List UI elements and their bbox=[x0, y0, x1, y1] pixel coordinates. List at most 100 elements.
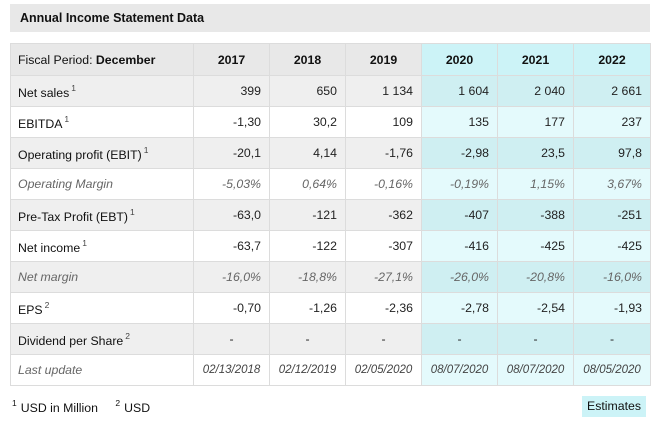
row-label-text: EPS bbox=[18, 302, 43, 317]
row-label-text: Operating Margin bbox=[18, 177, 114, 191]
estimate-cell: 08/07/2020 bbox=[497, 354, 574, 386]
estimate-cell: 08/07/2020 bbox=[421, 354, 498, 386]
value-cell: 4,14 bbox=[269, 137, 346, 169]
estimate-cell: - bbox=[573, 323, 651, 355]
estimates-legend: Estimates bbox=[582, 396, 646, 417]
value-cell: -63,7 bbox=[193, 230, 270, 262]
value-cell: 109 bbox=[345, 106, 422, 138]
estimate-cell: -2,54 bbox=[497, 292, 574, 324]
value-cell: -307 bbox=[345, 230, 422, 262]
value-cell: -1,30 bbox=[193, 106, 270, 138]
value-cell: -0,70 bbox=[193, 292, 270, 324]
estimate-cell: 135 bbox=[421, 106, 498, 138]
footnote-2-text: USD bbox=[124, 401, 151, 415]
year-header: 2018 bbox=[269, 43, 346, 76]
estimate-cell: -2,78 bbox=[421, 292, 498, 324]
estimate-cell: 237 bbox=[573, 106, 651, 138]
row-label-text: EBITDA bbox=[18, 116, 63, 131]
value-cell: 650 bbox=[269, 75, 346, 107]
income-statement-table: Fiscal Period: December 2017 2018 2019 2… bbox=[10, 43, 651, 386]
row-label: Operating Margin bbox=[10, 168, 194, 200]
estimate-cell: 23,5 bbox=[497, 137, 574, 169]
row-label: Dividend per Share 2 bbox=[10, 323, 194, 355]
estimate-cell: -416 bbox=[421, 230, 498, 262]
footnote-1-text: USD in Million bbox=[20, 401, 98, 415]
row-label-text: Net income bbox=[18, 240, 81, 255]
table-row: Operating Margin -5,03% 0,64% -0,16% -0,19% 1… bbox=[10, 168, 651, 200]
estimate-cell: -388 bbox=[497, 199, 574, 231]
value-cell: -2,36 bbox=[345, 292, 422, 324]
estimate-cell: 1,15% bbox=[497, 168, 574, 200]
estimate-cell: 177 bbox=[497, 106, 574, 138]
header-row: Fiscal Period: December 2017 2018 2019 2… bbox=[10, 43, 651, 76]
year-header: 2019 bbox=[345, 43, 422, 76]
estimate-cell: -0,19% bbox=[421, 168, 498, 200]
footnotes: 1 USD in Million 2 USD bbox=[12, 398, 150, 415]
footnote-ref: 1 bbox=[130, 206, 135, 217]
value-cell: -20,1 bbox=[193, 137, 270, 169]
row-label-text: Net margin bbox=[18, 270, 79, 284]
value-cell: 0,64% bbox=[269, 168, 346, 200]
value-cell: -122 bbox=[269, 230, 346, 262]
footnote-ref: 1 bbox=[82, 237, 87, 248]
estimate-cell: -407 bbox=[421, 199, 498, 231]
table-row: Net income 1 -63,7 -122 -307 -416 -425 -425 bbox=[10, 230, 651, 262]
row-label: Last update bbox=[10, 354, 194, 386]
value-cell: 30,2 bbox=[269, 106, 346, 138]
value-cell: - bbox=[193, 323, 270, 355]
year-header-estimate: 2020 bbox=[421, 43, 498, 76]
footnote-ref: 1 bbox=[71, 82, 76, 93]
value-cell: 02/13/2018 bbox=[193, 354, 270, 386]
value-cell: 02/05/2020 bbox=[345, 354, 422, 386]
row-label: EPS 2 bbox=[10, 292, 194, 324]
estimate-cell: 08/05/2020 bbox=[573, 354, 651, 386]
fiscal-period-label: Fiscal Period: bbox=[18, 52, 93, 67]
value-cell: -121 bbox=[269, 199, 346, 231]
estimate-cell: -16,0% bbox=[573, 261, 651, 293]
estimate-cell: 97,8 bbox=[573, 137, 651, 169]
value-cell: -63,0 bbox=[193, 199, 270, 231]
value-cell: 02/12/2019 bbox=[269, 354, 346, 386]
row-label: Net income 1 bbox=[10, 230, 194, 262]
footnote-1-mark: 1 bbox=[12, 398, 17, 408]
row-label: Net margin bbox=[10, 261, 194, 293]
value-cell: - bbox=[345, 323, 422, 355]
row-label-text: Operating profit (EBIT) bbox=[18, 147, 142, 162]
estimate-cell: 2 661 bbox=[573, 75, 651, 107]
value-cell: -0,16% bbox=[345, 168, 422, 200]
estimate-cell: -20,8% bbox=[497, 261, 574, 293]
table-title: Annual Income Statement Data bbox=[10, 4, 650, 32]
row-label-text: Pre-Tax Profit (EBT) bbox=[18, 209, 129, 224]
table-row: Net sales 1 399 650 1 134 1 604 2 040 2 661 bbox=[10, 75, 651, 107]
value-cell: -5,03% bbox=[193, 168, 270, 200]
fiscal-period-header: Fiscal Period: December bbox=[10, 43, 194, 76]
table-row: Pre-Tax Profit (EBT) 1 -63,0 -121 -362 -407 -3… bbox=[10, 199, 651, 231]
value-cell: -1,26 bbox=[269, 292, 346, 324]
value-cell: 1 134 bbox=[345, 75, 422, 107]
footnote-ref: 1 bbox=[64, 113, 70, 124]
row-label: EBITDA 1 bbox=[10, 106, 194, 138]
table-row: Dividend per Share 2- - - - - - bbox=[10, 323, 651, 355]
value-cell: -18,8% bbox=[269, 261, 346, 293]
row-label-text: Net sales bbox=[18, 85, 70, 100]
estimate-cell: -26,0% bbox=[421, 261, 498, 293]
footnote-ref: 2 bbox=[44, 299, 50, 310]
estimate-cell: -2,98 bbox=[421, 137, 498, 169]
year-header-estimate: 2022 bbox=[573, 43, 651, 76]
row-label-text: Last update bbox=[18, 363, 83, 377]
table-row: Operating profit (EBIT) 1 -20,1 4,14 -1,76 -2… bbox=[10, 137, 651, 169]
year-header: 2017 bbox=[193, 43, 270, 76]
estimate-cell: 2 040 bbox=[497, 75, 574, 107]
value-cell: -27,1% bbox=[345, 261, 422, 293]
year-header-estimate: 2021 bbox=[497, 43, 574, 76]
estimate-cell: - bbox=[421, 323, 498, 355]
estimate-cell: -425 bbox=[573, 230, 651, 262]
value-cell: 399 bbox=[193, 75, 270, 107]
value-cell: - bbox=[269, 323, 346, 355]
table-row: EPS 2 -0,70 -1,26 -2,36 -2,78 -2,54 -1,93 bbox=[10, 292, 651, 324]
value-cell: -1,76 bbox=[345, 137, 422, 169]
table-row: Net margin -16,0% -18,8% -27,1% -26,0% -20,8%… bbox=[10, 261, 651, 293]
estimate-cell: 3,67% bbox=[573, 168, 651, 200]
row-label: Net sales 1 bbox=[10, 75, 194, 107]
row-label: Operating profit (EBIT) 1 bbox=[10, 137, 194, 169]
